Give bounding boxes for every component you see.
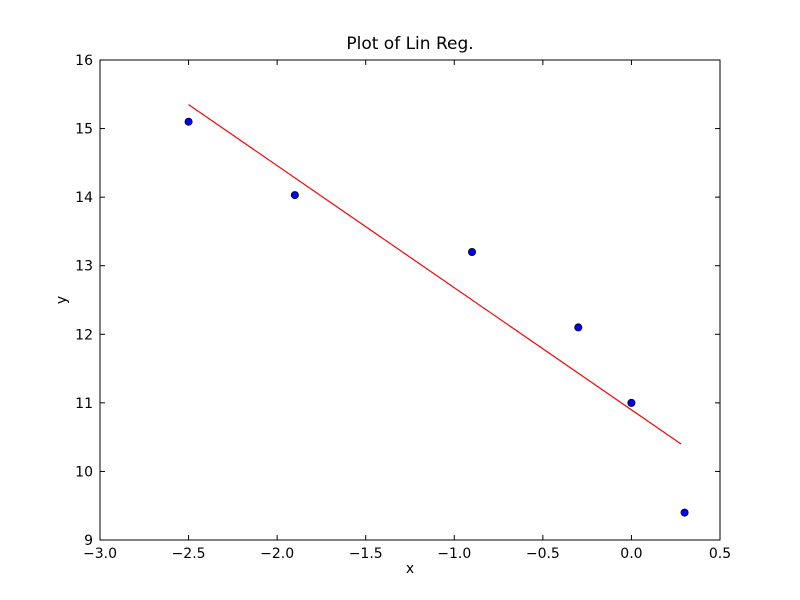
x-tick-label: 0.5 (709, 546, 731, 562)
data-point (680, 508, 689, 517)
y-axis-label: y (54, 296, 70, 304)
x-tick-label: 0.0 (620, 546, 642, 562)
plot-frame (99, 59, 721, 541)
y-tick-label: 15 (75, 122, 93, 138)
data-point (290, 191, 299, 200)
regression-line (188, 104, 682, 445)
y-tick-label: 9 (84, 533, 93, 549)
axis-ticks: −3.0 −2.5 −2.0 −1.5 −1.0 −0.5 0.0 0.5 9 10 11 12 13 1… (75, 53, 731, 562)
x-tick-label: −1.5 (349, 546, 383, 562)
x-tick-label: −3.0 (83, 546, 117, 562)
y-tick-label: 12 (75, 327, 93, 343)
y-tick-label: 14 (75, 190, 93, 206)
y-tick-label: 10 (75, 464, 93, 480)
chart-title: Plot of Lin Reg. (346, 34, 473, 54)
data-point (184, 117, 193, 126)
x-tick-label: −2.0 (260, 546, 294, 562)
y-tick-label: 16 (75, 53, 93, 69)
data-point (574, 323, 583, 332)
data-point (467, 247, 476, 256)
y-tick-label: 11 (75, 396, 93, 412)
data-point (627, 398, 636, 407)
y-tick-label: 13 (75, 259, 93, 275)
x-tick-label: −1.0 (437, 546, 471, 562)
x-axis-label: x (406, 561, 414, 577)
x-tick-label: −2.5 (172, 546, 206, 562)
plot-area (184, 104, 689, 517)
x-tick-label: −0.5 (526, 546, 560, 562)
